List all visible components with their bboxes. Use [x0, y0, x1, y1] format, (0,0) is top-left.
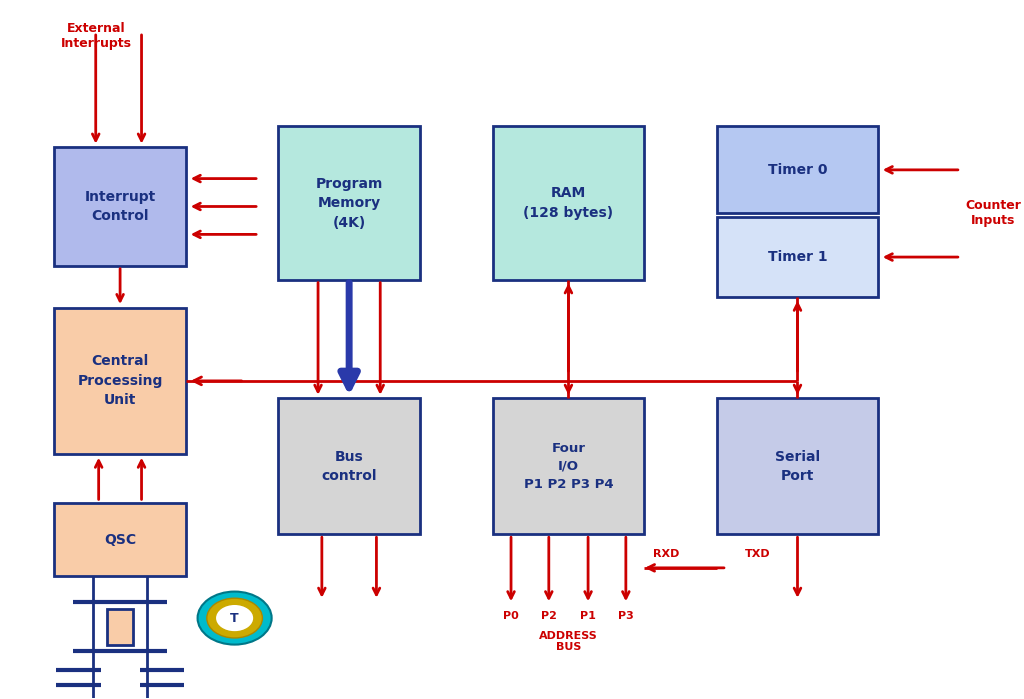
Text: Counter
Inputs: Counter Inputs	[966, 199, 1022, 227]
Circle shape	[207, 598, 262, 638]
Text: ADDRESS
BUS: ADDRESS BUS	[539, 630, 598, 652]
Text: Interrupt
Control: Interrupt Control	[84, 189, 156, 223]
Text: Timer 1: Timer 1	[768, 250, 827, 264]
Text: External
Interrupts: External Interrupts	[60, 22, 132, 50]
Text: P3: P3	[617, 611, 634, 621]
Circle shape	[198, 591, 271, 644]
FancyBboxPatch shape	[717, 398, 878, 534]
Text: Central
Processing
Unit: Central Processing Unit	[78, 354, 163, 408]
FancyBboxPatch shape	[717, 127, 878, 213]
Text: P0: P0	[503, 611, 519, 621]
Text: Program
Memory
(4K): Program Memory (4K)	[315, 177, 383, 229]
Text: Four
I/O
P1 P2 P3 P4: Four I/O P1 P2 P3 P4	[523, 442, 613, 491]
Text: P2: P2	[541, 611, 557, 621]
FancyBboxPatch shape	[54, 147, 186, 266]
FancyBboxPatch shape	[54, 308, 186, 454]
FancyBboxPatch shape	[279, 127, 420, 280]
Text: TXD: TXD	[744, 549, 770, 559]
Text: Bus
control: Bus control	[322, 449, 377, 483]
Text: RAM
(128 bytes): RAM (128 bytes)	[523, 186, 613, 219]
Circle shape	[215, 605, 254, 632]
Text: Timer 0: Timer 0	[768, 163, 827, 177]
Text: QSC: QSC	[104, 533, 136, 547]
FancyBboxPatch shape	[54, 503, 186, 576]
FancyBboxPatch shape	[717, 217, 878, 297]
Text: T: T	[230, 612, 239, 625]
Text: RXD: RXD	[652, 549, 679, 559]
FancyBboxPatch shape	[279, 398, 420, 534]
FancyBboxPatch shape	[493, 398, 644, 534]
FancyBboxPatch shape	[108, 609, 133, 645]
Text: P1: P1	[581, 611, 596, 621]
FancyBboxPatch shape	[493, 127, 644, 280]
Text: Serial
Port: Serial Port	[775, 449, 820, 483]
